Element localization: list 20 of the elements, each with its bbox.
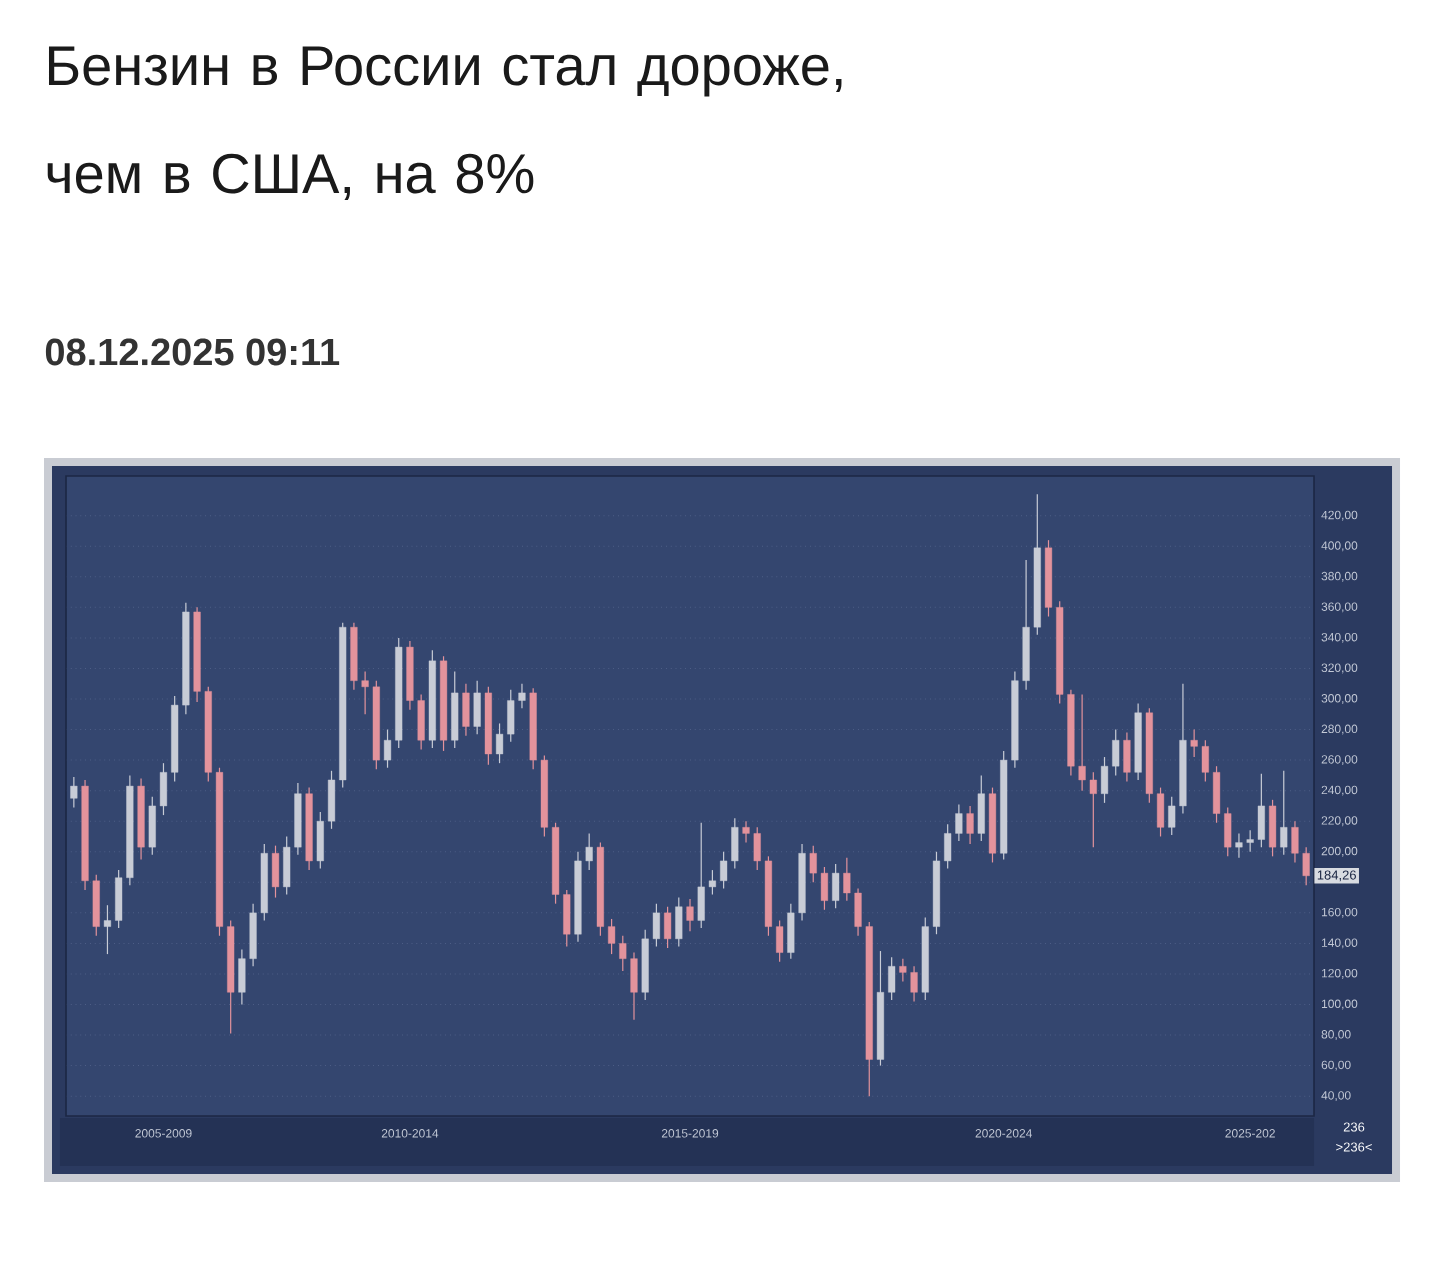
- chart-subtitle: 08.12.2025 09:11: [45, 338, 340, 366]
- candlestick: [832, 863, 840, 909]
- candlestick: [271, 845, 280, 899]
- candlestick: [473, 680, 481, 735]
- candlestick: [462, 683, 470, 737]
- candlestick: [70, 776, 78, 809]
- candlestick: [776, 919, 784, 963]
- candlestick: [966, 805, 974, 845]
- candlestick: [1280, 770, 1288, 856]
- candlestick: [888, 956, 896, 1001]
- candlestick: [675, 896, 683, 948]
- candlestick: [451, 670, 459, 749]
- candlestick: [103, 904, 112, 955]
- candlestick: [664, 906, 672, 949]
- chart-title: Бензин в России стал дороже, чем в США, на 8%: [47, 46, 842, 201]
- candlestick: [1156, 787, 1165, 838]
- candlestick: [1123, 732, 1131, 783]
- candlestick: [686, 898, 694, 932]
- candlestick: [977, 774, 985, 842]
- candlestick: [1269, 799, 1277, 857]
